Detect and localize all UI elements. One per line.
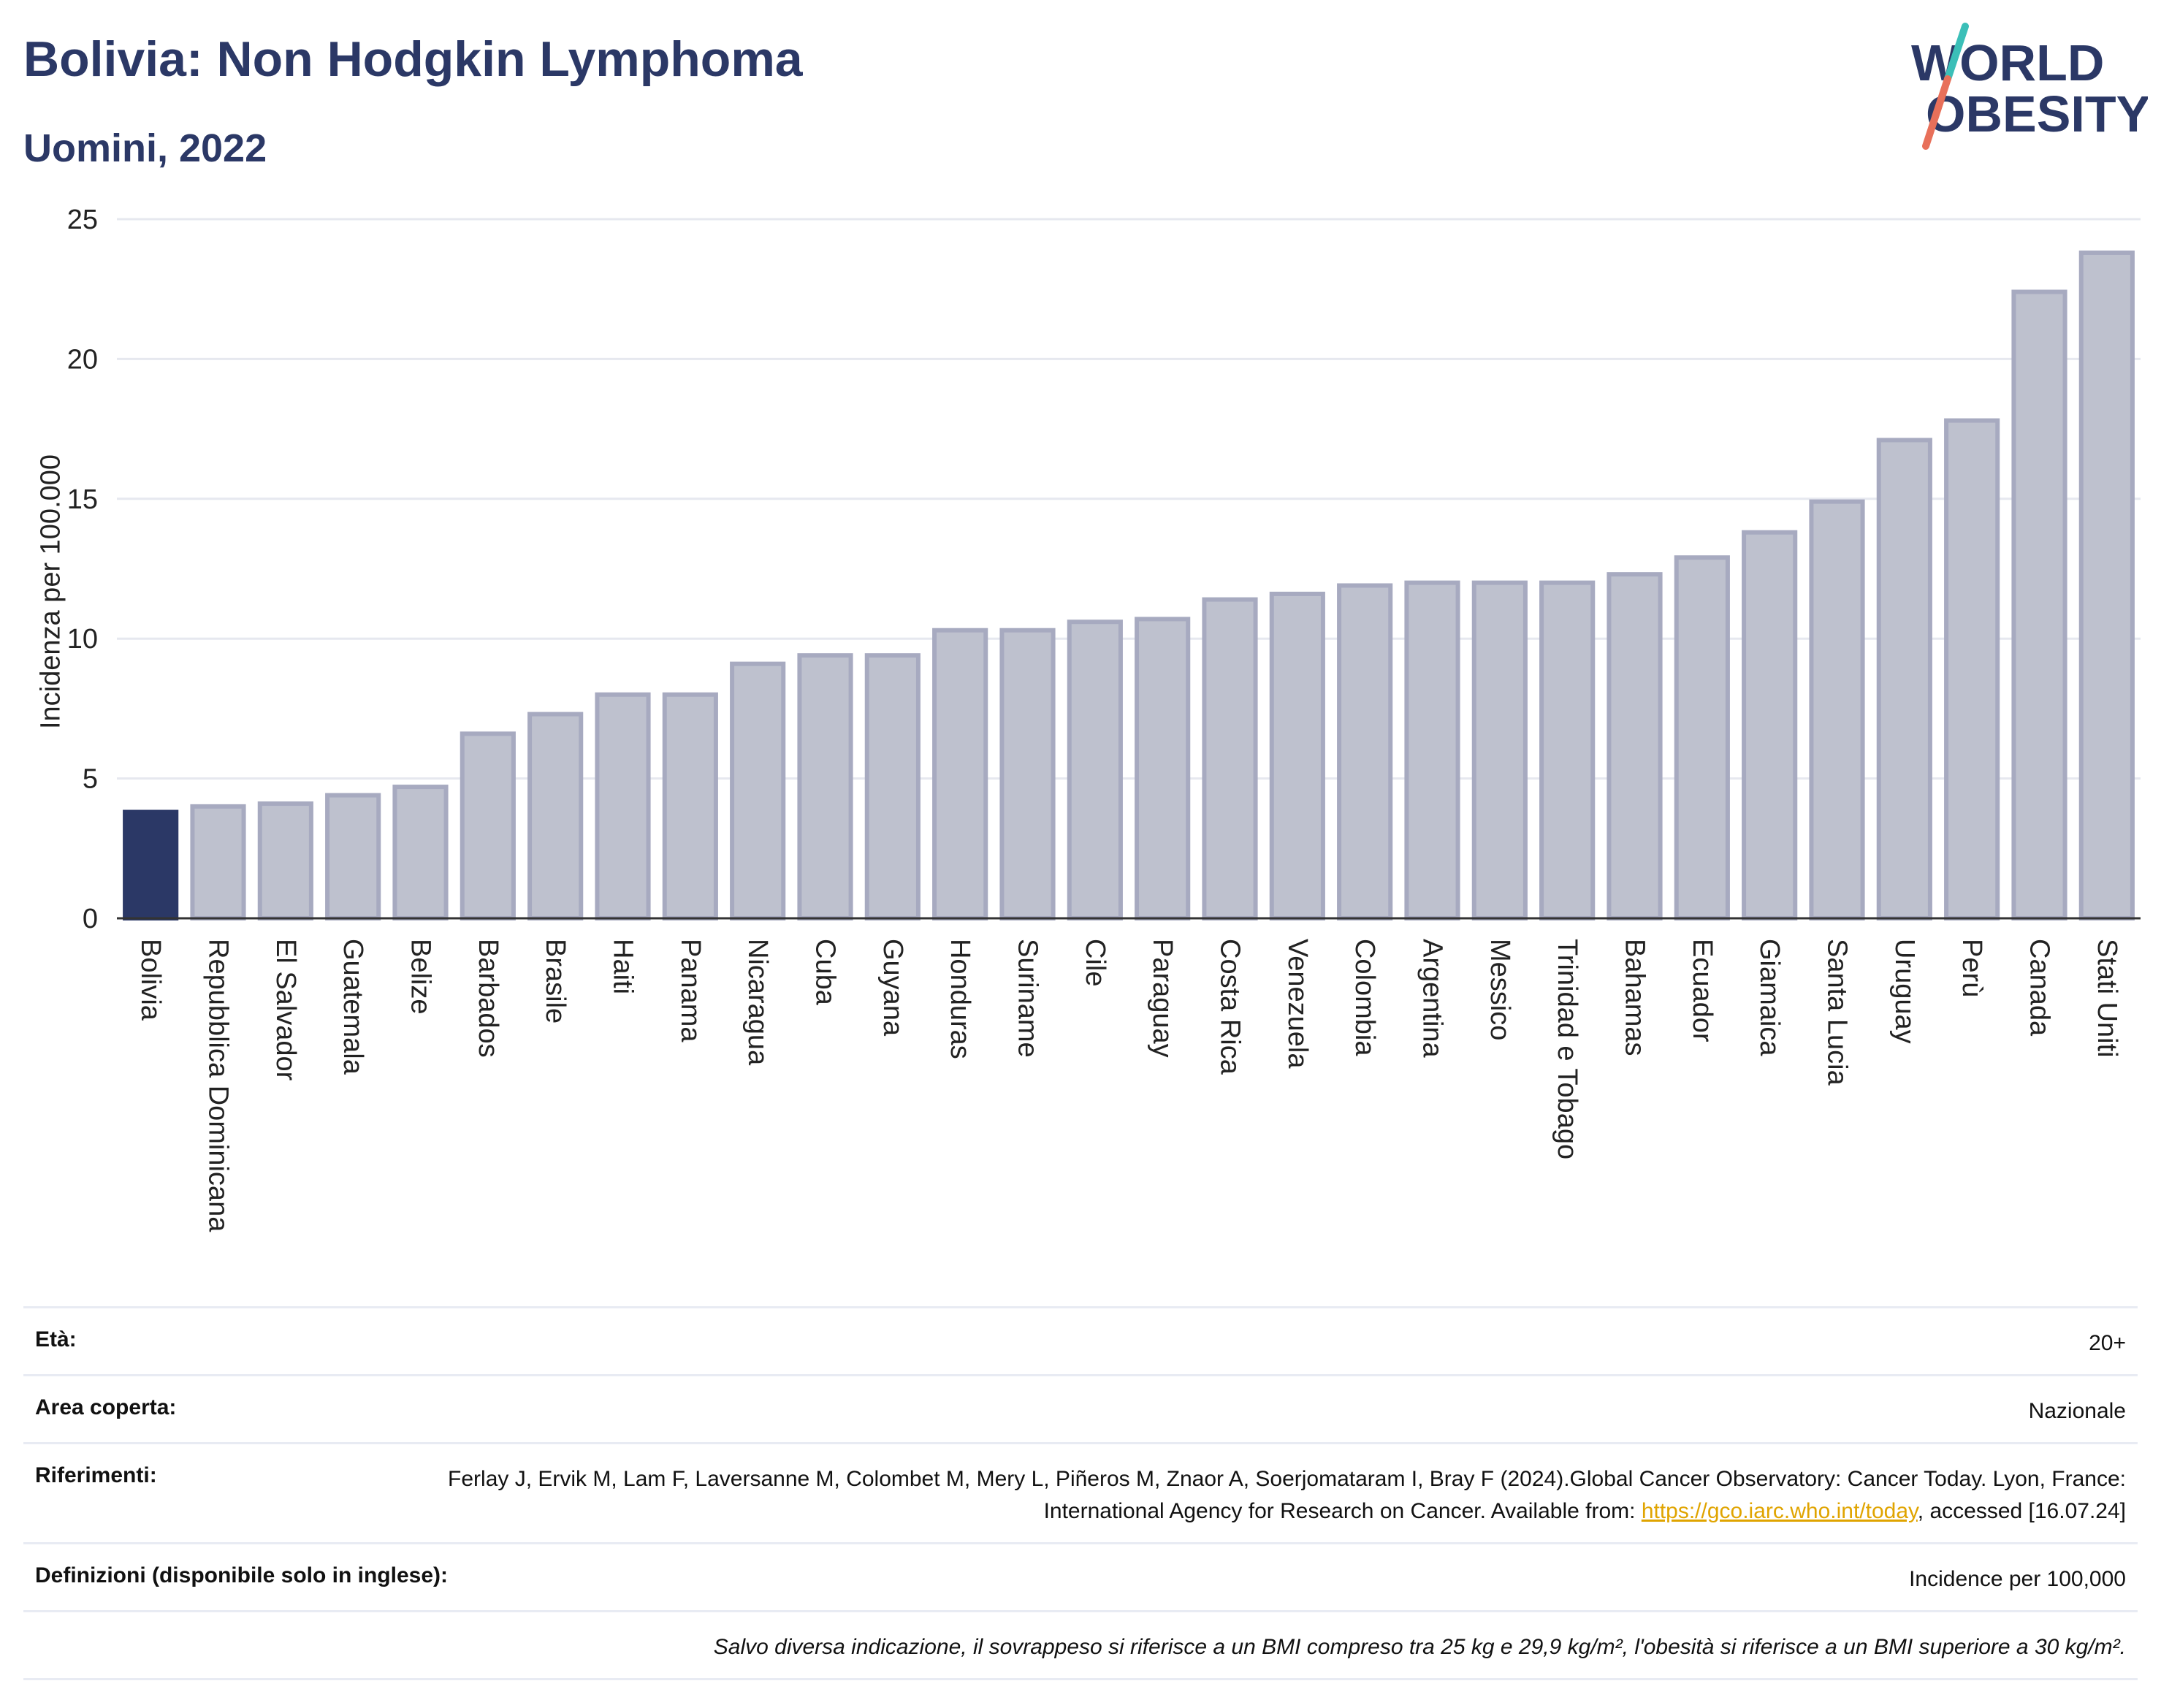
- x-tick-label: Colombia: [1349, 939, 1380, 1056]
- definitions-value: Incidence per 100,000: [1909, 1567, 2126, 1591]
- x-tick-label: Guyana: [877, 939, 908, 1037]
- bar: [595, 692, 651, 920]
- info-table: Età: 20+ Area coperta: Nazionale Riferim…: [23, 1306, 2138, 1680]
- bar: [1269, 591, 1325, 921]
- x-tick-label: Cuba: [810, 939, 841, 1006]
- logo-slash-coral: [1922, 75, 1951, 150]
- bar: [1742, 530, 1798, 920]
- bar: [2011, 289, 2067, 920]
- bar: [1876, 438, 1932, 920]
- bar: [460, 731, 516, 920]
- bar: [1337, 583, 1393, 921]
- info-row-note: Salvo diversa indicazione, il sovrappeso…: [23, 1610, 2138, 1680]
- x-tick-label: Canada: [2024, 939, 2055, 1037]
- x-tick-label: Giamaica: [1754, 939, 1785, 1056]
- x-tick-label: Trinidad e Tobago: [1552, 939, 1582, 1159]
- x-tick-label: Guatemala: [338, 939, 368, 1075]
- references-value: Ferlay J, Ervik M, Lam F, Laversanne M, …: [387, 1463, 2126, 1528]
- y-tick-label: 10: [67, 624, 98, 655]
- x-tick-label: Paraguay: [1147, 939, 1178, 1058]
- y-tick-label: 5: [83, 764, 98, 795]
- area-value: Nazionale: [2028, 1399, 2126, 1423]
- bar: [123, 809, 179, 921]
- bar: [527, 712, 584, 921]
- x-tick-label: Cile: [1080, 939, 1110, 986]
- bar: [864, 653, 921, 921]
- bar: [1674, 555, 1730, 920]
- x-tick-label: Suriname: [1013, 939, 1043, 1058]
- bar: [932, 628, 988, 920]
- info-row-references: Riferimenti: Ferlay J, Ervik M, Lam F, L…: [23, 1442, 2138, 1542]
- x-tick-label: El Salvador: [270, 939, 301, 1081]
- references-label: Riferimenti:: [35, 1463, 157, 1487]
- x-tick-label: Belize: [405, 939, 436, 1015]
- x-tick-label: Messico: [1485, 939, 1515, 1040]
- y-tick-label: 0: [83, 904, 98, 934]
- bar: [1539, 580, 1596, 920]
- bar: [662, 692, 718, 920]
- y-tick-label: 20: [67, 344, 98, 375]
- bar: [1607, 572, 1663, 920]
- bar: [2078, 250, 2135, 921]
- references-suffix: , accessed [16.07.24]: [1917, 1499, 2126, 1523]
- x-tick-label: Bahamas: [1620, 939, 1650, 1056]
- info-row-age: Età: 20+: [23, 1306, 2138, 1374]
- x-tick-label: Panama: [675, 939, 706, 1042]
- x-tick-label: Barbados: [473, 939, 503, 1058]
- bar: [257, 801, 313, 920]
- bar: [1944, 418, 2000, 920]
- bar: [190, 804, 246, 920]
- logo-slash-teal: [1944, 23, 1969, 83]
- age-value: 20+: [2089, 1331, 2126, 1355]
- x-tick-label: Bolivia: [135, 939, 166, 1021]
- area-label: Area coperta:: [35, 1395, 177, 1419]
- age-label: Età:: [35, 1327, 77, 1351]
- bar: [1809, 499, 1865, 920]
- bar: [999, 628, 1056, 920]
- bar: [1135, 617, 1191, 920]
- references-link[interactable]: https://gco.iarc.who.int/today: [1641, 1499, 1918, 1523]
- x-tick-label: Repubblica Dominicana: [203, 939, 234, 1232]
- x-tick-label: Ecuador: [1687, 939, 1718, 1042]
- bar: [1471, 580, 1528, 920]
- bar-chart: 0 5 10 15 20 25 Bolivia Repubblica Dominicana El…: [67, 205, 2141, 1232]
- x-tick-label: Santa Lucia: [1822, 939, 1853, 1086]
- x-tick-label: Costa Rica: [1215, 939, 1246, 1075]
- x-tick-label: Brasile: [540, 939, 571, 1023]
- info-row-definitions: Definizioni (disponibile solo in inglese…: [23, 1542, 2138, 1610]
- bar: [1202, 597, 1258, 920]
- page-subtitle: Uomini, 2022: [23, 126, 267, 170]
- bmi-note: Salvo diversa indicazione, il sovrappeso…: [713, 1635, 2126, 1659]
- bar: [392, 785, 449, 920]
- x-tick-label: Honduras: [945, 939, 975, 1059]
- y-tick-label: 15: [67, 484, 98, 515]
- logo-word-obesity: OBESITY: [1926, 85, 2148, 142]
- bar: [730, 661, 786, 920]
- world-obesity-logo: WORLD OBESITY: [1911, 23, 2148, 150]
- y-tick-label: 25: [67, 205, 98, 235]
- x-tick-label: Nicaragua: [742, 939, 773, 1066]
- x-tick-label: Haiti: [608, 939, 639, 994]
- references-text: Ferlay J, Ervik M, Lam F, Laversanne M, …: [448, 1467, 2126, 1523]
- logo-word-world: WORLD: [1911, 34, 2104, 91]
- bar: [1404, 580, 1460, 920]
- page-title: Bolivia: Non Hodgkin Lymphoma: [23, 31, 803, 87]
- definitions-label: Definizioni (disponibile solo in inglese…: [35, 1563, 449, 1587]
- bar: [797, 653, 853, 921]
- info-row-area: Area coperta: Nazionale: [23, 1374, 2138, 1442]
- x-tick-label: Argentina: [1417, 939, 1448, 1059]
- x-tick-label: Stati Uniti: [2092, 939, 2122, 1058]
- bar: [1067, 619, 1123, 920]
- x-tick-label: Perù: [1956, 939, 1987, 997]
- x-tick-label: Venezuela: [1282, 939, 1313, 1069]
- bar: [325, 793, 381, 920]
- x-tick-label: Uruguay: [1889, 939, 1920, 1044]
